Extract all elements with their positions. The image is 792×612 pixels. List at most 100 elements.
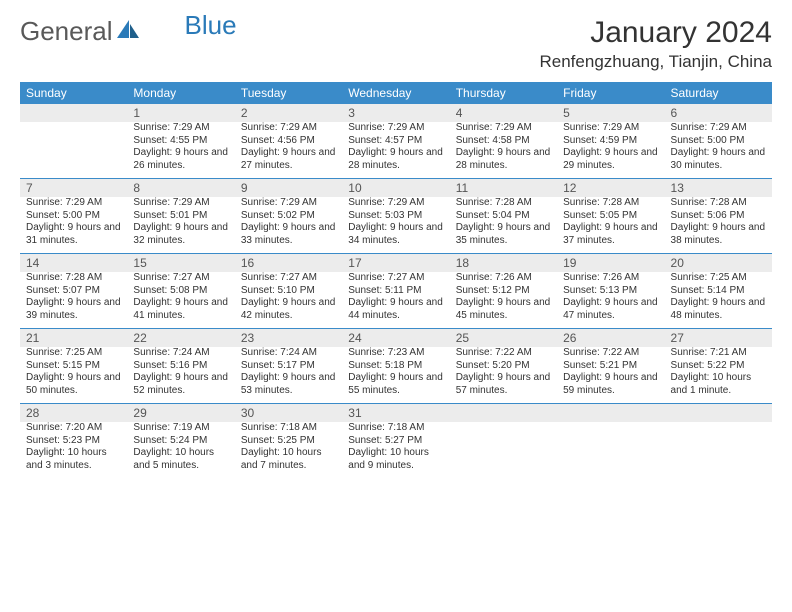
sunrise-text: Sunrise: 7:29 AM	[563, 122, 658, 135]
day-number-cell: 14	[20, 254, 127, 273]
day-number-cell: 10	[342, 179, 449, 198]
day-number-cell: 3	[342, 104, 449, 122]
daylight-text: Daylight: 9 hours and 27 minutes.	[241, 147, 336, 172]
sunset-text: Sunset: 5:03 PM	[348, 210, 443, 223]
day-content-cell: Sunrise: 7:27 AMSunset: 5:11 PMDaylight:…	[342, 272, 449, 329]
day-content-cell	[450, 422, 557, 478]
sunrise-text: Sunrise: 7:20 AM	[26, 422, 121, 435]
day-number-cell: 17	[342, 254, 449, 273]
day-content-cell: Sunrise: 7:28 AMSunset: 5:05 PMDaylight:…	[557, 197, 664, 254]
sunset-text: Sunset: 5:15 PM	[26, 360, 121, 373]
sunrise-text: Sunrise: 7:24 AM	[241, 347, 336, 360]
daylight-text: Daylight: 9 hours and 28 minutes.	[456, 147, 551, 172]
week-number-row: 21222324252627	[20, 329, 772, 348]
day-of-week-row: Sunday Monday Tuesday Wednesday Thursday…	[20, 82, 772, 104]
sunset-text: Sunset: 5:18 PM	[348, 360, 443, 373]
day-content-cell: Sunrise: 7:21 AMSunset: 5:22 PMDaylight:…	[665, 347, 772, 404]
day-number-cell: 4	[450, 104, 557, 122]
day-number-cell	[20, 104, 127, 122]
sunset-text: Sunset: 5:11 PM	[348, 285, 443, 298]
logo-text-general: General	[20, 16, 113, 47]
sunset-text: Sunset: 5:14 PM	[671, 285, 766, 298]
week-content-row: Sunrise: 7:20 AMSunset: 5:23 PMDaylight:…	[20, 422, 772, 478]
sunrise-text: Sunrise: 7:25 AM	[26, 347, 121, 360]
day-content-cell	[665, 422, 772, 478]
sunset-text: Sunset: 5:17 PM	[241, 360, 336, 373]
dow-sunday: Sunday	[20, 82, 127, 104]
day-number-cell: 15	[127, 254, 234, 273]
day-content-cell: Sunrise: 7:19 AMSunset: 5:24 PMDaylight:…	[127, 422, 234, 478]
day-number-cell: 27	[665, 329, 772, 348]
daylight-text: Daylight: 10 hours and 7 minutes.	[241, 447, 336, 472]
day-content-cell	[557, 422, 664, 478]
sunset-text: Sunset: 5:10 PM	[241, 285, 336, 298]
logo-sail-icon	[115, 16, 141, 47]
calendar-body: 123456 Sunrise: 7:29 AMSunset: 4:55 PMDa…	[20, 104, 772, 478]
week-content-row: Sunrise: 7:28 AMSunset: 5:07 PMDaylight:…	[20, 272, 772, 329]
day-content-cell: Sunrise: 7:18 AMSunset: 5:25 PMDaylight:…	[235, 422, 342, 478]
day-number-cell	[665, 404, 772, 423]
daylight-text: Daylight: 9 hours and 41 minutes.	[133, 297, 228, 322]
daylight-text: Daylight: 9 hours and 28 minutes.	[348, 147, 443, 172]
week-number-row: 78910111213	[20, 179, 772, 198]
daylight-text: Daylight: 9 hours and 29 minutes.	[563, 147, 658, 172]
sunset-text: Sunset: 5:07 PM	[26, 285, 121, 298]
title-block: January 2024 Renfengzhuang, Tianjin, Chi…	[540, 16, 773, 72]
sunrise-text: Sunrise: 7:29 AM	[348, 122, 443, 135]
sunrise-text: Sunrise: 7:19 AM	[133, 422, 228, 435]
sunrise-text: Sunrise: 7:28 AM	[26, 272, 121, 285]
day-content-cell: Sunrise: 7:29 AMSunset: 4:57 PMDaylight:…	[342, 122, 449, 179]
day-content-cell: Sunrise: 7:28 AMSunset: 5:07 PMDaylight:…	[20, 272, 127, 329]
daylight-text: Daylight: 9 hours and 37 minutes.	[563, 222, 658, 247]
day-content-cell: Sunrise: 7:29 AMSunset: 5:01 PMDaylight:…	[127, 197, 234, 254]
day-content-cell: Sunrise: 7:22 AMSunset: 5:21 PMDaylight:…	[557, 347, 664, 404]
day-number-cell: 26	[557, 329, 664, 348]
day-number-cell: 5	[557, 104, 664, 122]
sunrise-text: Sunrise: 7:23 AM	[348, 347, 443, 360]
day-number-cell: 12	[557, 179, 664, 198]
sunrise-text: Sunrise: 7:28 AM	[456, 197, 551, 210]
daylight-text: Daylight: 9 hours and 32 minutes.	[133, 222, 228, 247]
day-content-cell: Sunrise: 7:29 AMSunset: 5:00 PMDaylight:…	[20, 197, 127, 254]
sunset-text: Sunset: 4:58 PM	[456, 135, 551, 148]
sunset-text: Sunset: 5:27 PM	[348, 435, 443, 448]
sunrise-text: Sunrise: 7:29 AM	[241, 197, 336, 210]
daylight-text: Daylight: 9 hours and 53 minutes.	[241, 372, 336, 397]
daylight-text: Daylight: 9 hours and 48 minutes.	[671, 297, 766, 322]
daylight-text: Daylight: 10 hours and 3 minutes.	[26, 447, 121, 472]
day-number-cell: 30	[235, 404, 342, 423]
logo-text-blue: Blue	[185, 10, 237, 41]
day-number-cell: 23	[235, 329, 342, 348]
sunset-text: Sunset: 5:23 PM	[26, 435, 121, 448]
sunrise-text: Sunrise: 7:29 AM	[456, 122, 551, 135]
page-header: General Blue January 2024 Renfengzhuang,…	[20, 16, 772, 72]
daylight-text: Daylight: 10 hours and 5 minutes.	[133, 447, 228, 472]
sunrise-text: Sunrise: 7:27 AM	[348, 272, 443, 285]
day-content-cell: Sunrise: 7:29 AMSunset: 4:56 PMDaylight:…	[235, 122, 342, 179]
sunrise-text: Sunrise: 7:28 AM	[671, 197, 766, 210]
daylight-text: Daylight: 9 hours and 33 minutes.	[241, 222, 336, 247]
day-content-cell: Sunrise: 7:29 AMSunset: 5:02 PMDaylight:…	[235, 197, 342, 254]
daylight-text: Daylight: 9 hours and 35 minutes.	[456, 222, 551, 247]
day-content-cell: Sunrise: 7:29 AMSunset: 4:59 PMDaylight:…	[557, 122, 664, 179]
daylight-text: Daylight: 9 hours and 39 minutes.	[26, 297, 121, 322]
daylight-text: Daylight: 9 hours and 31 minutes.	[26, 222, 121, 247]
sunset-text: Sunset: 5:05 PM	[563, 210, 658, 223]
sunset-text: Sunset: 5:08 PM	[133, 285, 228, 298]
week-content-row: Sunrise: 7:29 AMSunset: 5:00 PMDaylight:…	[20, 197, 772, 254]
daylight-text: Daylight: 9 hours and 34 minutes.	[348, 222, 443, 247]
week-number-row: 14151617181920	[20, 254, 772, 273]
day-number-cell: 9	[235, 179, 342, 198]
dow-wednesday: Wednesday	[342, 82, 449, 104]
daylight-text: Daylight: 9 hours and 52 minutes.	[133, 372, 228, 397]
sunset-text: Sunset: 5:16 PM	[133, 360, 228, 373]
day-number-cell: 1	[127, 104, 234, 122]
day-number-cell: 21	[20, 329, 127, 348]
day-content-cell: Sunrise: 7:29 AMSunset: 4:55 PMDaylight:…	[127, 122, 234, 179]
sunrise-text: Sunrise: 7:21 AM	[671, 347, 766, 360]
day-content-cell: Sunrise: 7:29 AMSunset: 5:03 PMDaylight:…	[342, 197, 449, 254]
day-content-cell: Sunrise: 7:20 AMSunset: 5:23 PMDaylight:…	[20, 422, 127, 478]
sunrise-text: Sunrise: 7:18 AM	[348, 422, 443, 435]
sunrise-text: Sunrise: 7:24 AM	[133, 347, 228, 360]
day-number-cell: 24	[342, 329, 449, 348]
